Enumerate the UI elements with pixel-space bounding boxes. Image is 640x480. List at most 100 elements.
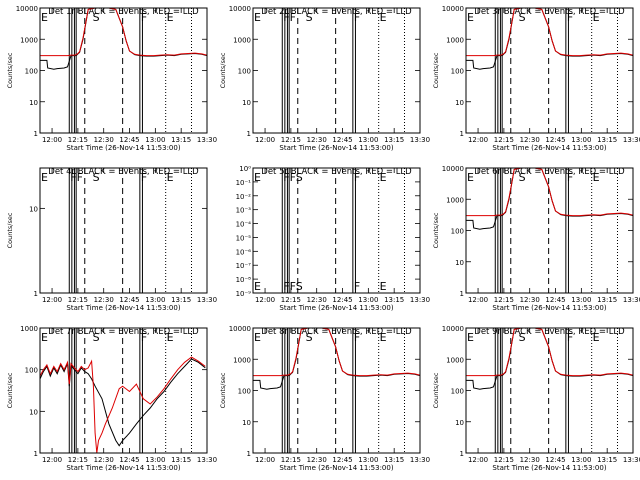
annotation-label: E (167, 171, 174, 184)
annotation-label: F (567, 331, 573, 344)
annotation-label: F (354, 331, 360, 344)
y-tick-label: 100 (451, 228, 464, 236)
x-tick-label: 13:00 (571, 136, 591, 144)
annotation-label: S (306, 331, 313, 344)
panel-det-2: Det 2r BLACK = Events, RED = LLD 1 10 100 10… (219, 5, 430, 152)
y-tick-label: 10⁻¹ (236, 179, 252, 187)
x-tick-label: 12:30 (94, 136, 114, 144)
y-tick-label: 1 (247, 130, 251, 138)
y-axis-label: Counts/sec (6, 212, 14, 248)
annotation-label: S (519, 11, 526, 24)
x-tick-label: 12:00 (255, 456, 275, 464)
annotation-label: S (519, 171, 526, 184)
annotation-label: E (380, 11, 387, 24)
series-line-lld (40, 8, 207, 57)
x-tick-label: 12:00 (255, 136, 275, 144)
plot-area (68, 168, 193, 293)
panel-title: Det 7r BLACK = Events, RED = LLD (48, 327, 199, 337)
x-tick-label: 12:15 (281, 136, 301, 144)
annotation-label: E (167, 11, 174, 24)
annotation-label: S (93, 11, 100, 24)
annotation-label: F (354, 171, 360, 184)
plot-area (466, 328, 633, 453)
plot-frame (252, 327, 421, 454)
series-line-lld (253, 328, 420, 377)
x-axis-label: Start Time (26-Nov-14 11:53:00) (492, 464, 606, 472)
y-tick-label: 1000 (446, 196, 464, 204)
annotation-label: FFS (283, 280, 302, 293)
y-tick-label: 1 (460, 290, 464, 298)
y-tick-label: 100 (451, 388, 464, 396)
x-tick-label: 13:30 (197, 296, 217, 304)
y-tick-label: 10⁻⁵ (236, 234, 252, 242)
x-tick-label: 12:15 (281, 456, 301, 464)
panel-title: Det 8r BLACK = Events, RED = LLD (261, 327, 412, 337)
y-tick-label: 10⁻⁹ (236, 290, 252, 298)
x-tick-label: 13:00 (145, 296, 165, 304)
plot-area (253, 328, 420, 453)
plot-area (40, 8, 207, 133)
y-tick-label: 10 (29, 408, 38, 416)
y-tick-label: 10 (242, 419, 251, 427)
plot-area (281, 168, 406, 293)
x-tick-label: 13:30 (623, 296, 640, 304)
x-axis-label: Start Time (26-Nov-14 11:53:00) (279, 464, 393, 472)
x-tick-label: 12:30 (94, 296, 114, 304)
series-line-lld (40, 356, 206, 453)
series-line-events (466, 328, 633, 390)
x-axis-label: Start Time (26-Nov-14 11:53:00) (66, 464, 180, 472)
panel-title: Det 5r BLACK = Events, RED = LLD (261, 167, 412, 177)
annotation-label: S (306, 11, 313, 24)
x-tick-label: 13:30 (410, 136, 430, 144)
y-tick-label: 10000 (442, 325, 464, 333)
panel-title: Det 2r BLACK = Events, RED = LLD (261, 7, 412, 17)
series-line-events (253, 328, 420, 390)
plot-frame (465, 7, 634, 134)
y-tick-label: 1 (460, 450, 464, 458)
plot-area (466, 8, 633, 133)
x-tick-label: 12:00 (42, 456, 62, 464)
annotation-label: F (354, 11, 360, 24)
y-tick-label: 1 (34, 450, 38, 458)
panel-title: Det 6r BLACK = Events, RED = LLD (474, 167, 625, 177)
x-tick-label: 13:15 (384, 296, 404, 304)
x-tick-label: 12:00 (42, 296, 62, 304)
x-tick-label: 12:45 (332, 296, 352, 304)
y-tick-label: 10000 (442, 165, 464, 173)
annotation-label: E (254, 171, 261, 184)
x-tick-label: 13:15 (384, 136, 404, 144)
x-tick-label: 12:15 (494, 296, 514, 304)
panel-det-3: Det 3r BLACK = Events, RED = LLD 1 10 100 10… (432, 5, 640, 152)
plot-frame (465, 167, 634, 294)
y-tick-label: 1 (34, 130, 38, 138)
annotation-label: E (380, 331, 387, 344)
x-tick-label: 13:00 (571, 296, 591, 304)
y-tick-label: 10⁻² (236, 193, 252, 201)
annotation-label: F (141, 331, 147, 344)
y-tick-label: 100 (25, 367, 38, 375)
y-tick-label: 100 (238, 68, 251, 76)
y-tick-label: 100 (451, 68, 464, 76)
plot-area (466, 168, 633, 293)
y-tick-label: 100 (238, 388, 251, 396)
series-line-events (40, 358, 206, 447)
panel-det-7: Det 7r BLACK = Events, RED = LLD 1 10 100 10… (6, 325, 217, 472)
y-axis-label: Counts/sec (6, 372, 14, 408)
x-tick-label: 12:45 (332, 136, 352, 144)
y-tick-label: 10⁻⁷ (236, 262, 252, 270)
y-tick-label: 10000 (229, 325, 251, 333)
y-tick-label: 10000 (16, 5, 38, 13)
x-tick-label: 12:45 (119, 136, 139, 144)
y-axis-label: Counts/sec (432, 212, 440, 248)
y-tick-label: 1000 (233, 356, 251, 364)
plot-frame (39, 7, 208, 134)
y-tick-label: 10 (455, 99, 464, 107)
x-tick-label: 12:00 (42, 136, 62, 144)
x-tick-label: 12:15 (281, 296, 301, 304)
y-tick-label: 10⁰ (239, 165, 251, 173)
panel-title: Det 9r BLACK = Events, RED = LLD (474, 327, 625, 337)
annotation-label: E (41, 171, 48, 184)
annotation-label: E (467, 11, 474, 24)
x-tick-label: 12:00 (468, 456, 488, 464)
